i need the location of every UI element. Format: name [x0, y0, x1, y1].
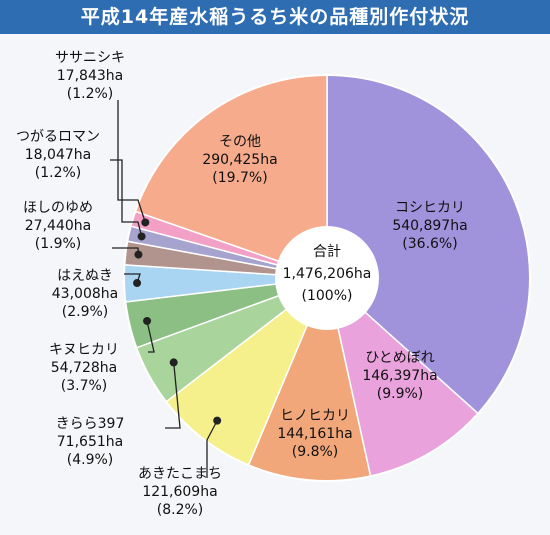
data-label-6: キヌヒカリ 54,728ha (3.7%)	[49, 342, 119, 394]
data-label-9-line-2: 18,047ha	[25, 147, 91, 163]
data-label-11-line-1: その他	[219, 134, 261, 150]
data-label-3: ヒノヒカリ 144,161ha (9.8%)	[277, 408, 352, 460]
leader-line-10	[117, 100, 146, 223]
data-label-2: ひとめぼれ 146,397ha (9.9%)	[362, 350, 437, 402]
data-label-7-line-2: 43,008ha	[52, 286, 118, 302]
data-label-6-line-1: キヌヒカリ	[49, 342, 119, 358]
data-label-9-line-3: (1.2%)	[35, 165, 82, 181]
data-label-4-line-3: (8.2%)	[157, 502, 204, 518]
data-label-1-line-1: コシヒカリ	[395, 200, 465, 216]
leader-dot-10	[141, 218, 150, 227]
data-label-10-line-3: (1.2%)	[67, 86, 114, 102]
center-label-line-2: 1,476,206ha	[283, 266, 372, 282]
leader-dot-8	[134, 250, 143, 259]
leader-line-6	[146, 320, 155, 353]
data-label-6-line-2: 54,728ha	[51, 360, 117, 376]
chart-title: 平成14年産水稲うるち米の品種別作付状況	[0, 0, 550, 34]
data-label-10-line-1: ササニシキ	[55, 50, 125, 66]
data-label-7: はえぬき 43,008ha (2.9%)	[52, 268, 118, 320]
center-label-line-1: 合計	[313, 244, 341, 260]
data-label-9: つがるロマン 18,047ha (1.2%)	[16, 129, 100, 181]
data-label-9-line-1: つがるロマン	[16, 129, 100, 145]
data-label-7-line-3: (2.9%)	[62, 304, 109, 320]
data-label-2-line-2: 146,397ha	[362, 368, 437, 384]
data-label-5-line-2: 71,651ha	[57, 434, 123, 450]
data-label-10: ササニシキ 17,843ha (1.2%)	[55, 50, 125, 102]
data-label-5: きらら397 71,651ha (4.9%)	[56, 416, 125, 468]
data-label-4-line-1: あきたこまち	[138, 466, 222, 482]
pie-outline	[123, 74, 531, 482]
data-label-3-line-3: (9.8%)	[292, 444, 339, 460]
leader-line-9	[110, 159, 143, 237]
data-label-1: コシヒカリ 540,897ha (36.6%)	[392, 200, 467, 252]
data-label-1-line-2: 540,897ha	[392, 218, 467, 234]
leader-dot-9	[137, 232, 146, 241]
leader-dot-5	[169, 358, 178, 367]
data-label-8-line-3: (1.9%)	[35, 236, 82, 252]
data-label-6-line-3: (3.7%)	[61, 378, 108, 394]
data-label-1-line-3: (36.6%)	[402, 236, 457, 252]
data-label-8-line-1: ほしのゆめ	[23, 200, 93, 216]
leader-dot-4	[213, 416, 222, 425]
leader-line-4	[206, 420, 218, 478]
data-label-5-line-3: (4.9%)	[67, 452, 114, 468]
leader-line-5	[165, 362, 181, 429]
data-label-11-line-2: 290,425ha	[202, 152, 277, 168]
data-label-4: あきたこまち 121,609ha (8.2%)	[138, 466, 222, 518]
data-label-8: ほしのゆめ 27,440ha (1.9%)	[23, 200, 93, 252]
data-label-8-line-2: 27,440ha	[25, 218, 91, 234]
data-label-10-line-2: 17,843ha	[57, 68, 123, 84]
data-label-3-line-2: 144,161ha	[277, 426, 352, 442]
data-label-4-line-2: 121,609ha	[142, 484, 217, 500]
donut-hole	[275, 226, 379, 330]
data-label-7-line-1: はえぬき	[57, 268, 113, 284]
leader-dot-7	[133, 279, 142, 288]
data-label-2-line-1: ひとめぼれ	[365, 350, 435, 366]
data-label-11-line-3: (19.7%)	[212, 170, 267, 186]
data-label-11: その他 290,425ha (19.7%)	[202, 134, 277, 186]
leader-dot-6	[143, 316, 152, 325]
data-label-3-line-1: ヒノヒカリ	[280, 408, 350, 424]
data-label-5-line-1: きらら397	[56, 416, 125, 432]
center-label-line-3: (100%)	[302, 288, 353, 304]
data-label-2-line-3: (9.9%)	[377, 386, 424, 402]
